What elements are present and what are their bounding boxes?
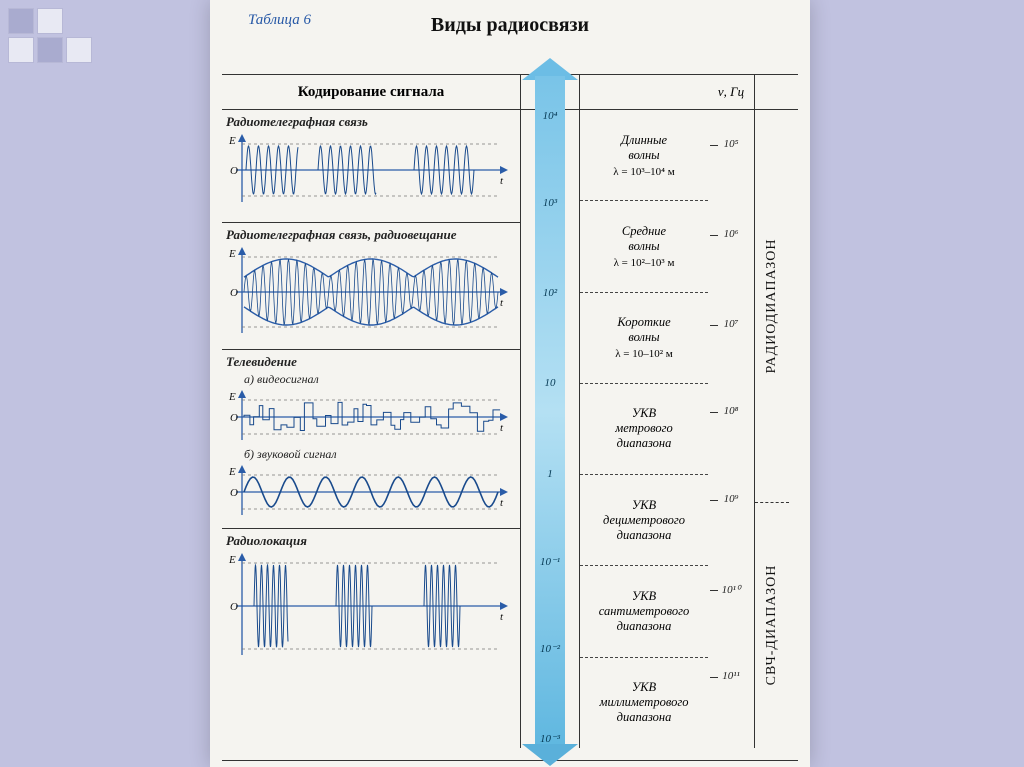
band-name: Средниеволны [622,224,666,254]
freq-tick: 10¹⁰ [708,583,754,596]
col-header-bands [579,75,708,109]
freq-tick: 10¹¹ [708,670,754,682]
svg-text:E: E [228,554,236,566]
svg-text:O: O [230,412,238,424]
header-row: Кодирование сигнала λ, м ν, Гц [222,75,798,110]
band-cell: УКВсантиметровогодиапазона [580,566,708,657]
band-name: УКВмиллиметровогодиапазона [600,680,689,725]
main-grid: Кодирование сигнала λ, м ν, Гц Радиотеле… [222,74,798,761]
band-cell: УКВмиллиметровогодиапазона [580,658,708,748]
band-name: УКВдециметровогодиапазона [603,498,685,543]
svg-text:t: t [500,175,504,187]
col-header-freq: ν, Гц [708,75,754,109]
range-label-radio: РАДИОДИАПАЗОН [764,239,780,374]
freq-tick: 10⁵ [708,138,754,150]
page: Таблица 6 Виды радиосвязи Кодирование си… [210,0,810,767]
svg-text:t: t [500,297,504,309]
band-cell: Короткиеволны λ = 10–10² м [580,293,708,384]
lambda-tick: 1 [523,468,577,480]
svg-text:O: O [230,487,238,499]
band-formula: λ = 10³–10⁴ м [613,166,674,178]
col-header-coding: Кодирование сигнала [222,75,521,109]
lambda-tick: 10⁻¹ [523,555,577,568]
slide-corner-decor [8,8,92,63]
table-label: Таблица 6 [248,12,311,29]
freq-tick: 10⁹ [708,493,754,505]
band-formula: λ = 10–10² м [615,348,673,360]
section-title: Радиолокация [226,533,516,549]
svg-text:t: t [500,422,504,434]
svg-text:O: O [230,287,238,299]
svg-text:t: t [500,497,504,509]
section-ook: Радиотелеграфная связь E O t [222,110,520,223]
lambda-tick: 10⁻³ [523,732,577,745]
svg-text:E: E [228,466,236,478]
waveform-sections: Радиотелеграфная связь E O t Радиотелегр… [222,110,521,748]
svg-text:t: t [500,611,504,623]
lambda-tick: 10³ [523,197,577,209]
freq-tick: 10⁸ [708,405,754,417]
lambda-arrow-column: 10⁴ 10³ 10² 10 1 10⁻¹ 10⁻² 10⁻³ [521,110,579,748]
sub-video: а) видеосигнал [244,372,516,387]
band-name: УКВсантиметровогодиапазона [599,589,689,634]
range-label-svch: СВЧ-ДИАПАЗОН [764,565,780,686]
band-name: Длинныеволны [621,133,667,163]
section-title: Радиотелеграфная связь, радиовещание [226,227,516,243]
freq-tick: 10⁷ [708,318,754,330]
band-cell: Средниеволны λ = 10²–10³ м [580,201,708,292]
svg-text:E: E [228,135,236,147]
section-am: Радиотелеграфная связь, радиовещание E O… [222,223,520,350]
svg-text:O: O [230,601,238,613]
col-header-range [754,75,789,109]
band-cell: УКВдециметровогодиапазона [580,475,708,566]
band-name: УКВметровогодиапазона [615,406,673,451]
svg-text:O: O [230,165,238,177]
freq-tick: 10⁶ [708,228,754,240]
frequency-column: 10⁵ 10⁶ 10⁷ 10⁸ 10⁹ 10¹⁰ 10¹¹ [708,110,754,748]
band-cell: УКВметровогодиапазона [580,384,708,475]
lambda-tick: 10 [523,377,577,389]
arrow-head-down-icon [522,744,578,766]
band-name: Короткиеволны [617,315,670,345]
lambda-tick: 10⁻² [523,642,577,655]
lambda-tick: 10² [523,287,577,299]
sub-audio: б) звуковой сигнал [244,447,516,462]
svg-text:E: E [228,248,236,260]
section-tv: Телевидение а) видеосигнал E O t б) звуко… [222,350,520,529]
bands-column: Длинныеволны λ = 10³–10⁴ м Средниеволны λ =… [579,110,708,748]
svg-text:E: E [228,391,236,403]
lambda-tick: 10⁴ [523,110,577,122]
section-title: Радиотелеграфная связь [226,114,516,130]
band-formula: λ = 10²–10³ м [614,257,675,269]
section-title: Телевидение [226,354,516,370]
range-column: РАДИОДИАПАЗОН СВЧ-ДИАПАЗОН [754,110,789,748]
section-pulse: Радиолокация E O t [222,529,520,685]
band-cell: Длинныеволны λ = 10³–10⁴ м [580,110,708,201]
